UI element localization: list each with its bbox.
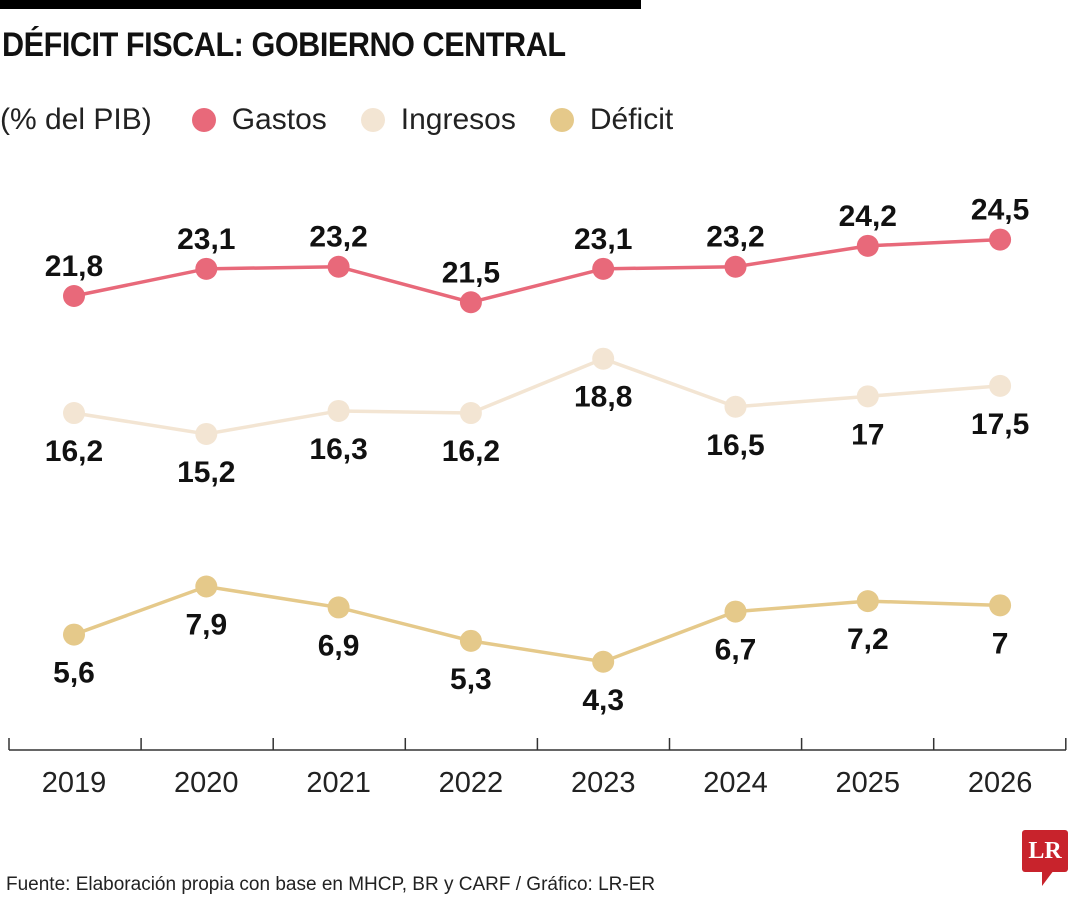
data-point	[195, 575, 218, 598]
data-point	[724, 255, 747, 278]
data-point	[592, 650, 615, 673]
data-label: 16,3	[309, 433, 367, 466]
data-label: 7,2	[847, 623, 889, 656]
x-tick-label: 2020	[174, 767, 239, 799]
chart-title: DÉFICIT FISCAL: GOBIERNO CENTRAL	[2, 26, 566, 64]
data-label: 18,8	[574, 381, 632, 414]
data-point	[459, 291, 482, 314]
data-point	[327, 399, 350, 422]
data-label: 6,7	[715, 634, 757, 667]
data-label: 6,9	[318, 629, 360, 662]
data-point	[592, 257, 615, 280]
unit-label: (% del PIB)	[0, 103, 152, 136]
data-point	[856, 590, 879, 613]
legend-label: Ingresos	[400, 103, 516, 136]
legend-dot	[360, 108, 385, 132]
legend-item-deficit: Déficit	[549, 103, 674, 137]
data-label: 5,3	[450, 663, 492, 696]
x-tick-label: 2022	[439, 767, 504, 799]
data-point	[63, 623, 85, 646]
data-label: 4,3	[582, 684, 624, 717]
data-point	[989, 374, 1012, 397]
data-label: 23,1	[177, 223, 235, 256]
data-point	[459, 629, 482, 652]
x-tick-label: 2021	[306, 767, 371, 799]
data-label: 16,2	[442, 435, 500, 468]
lr-logo: LR	[1022, 830, 1068, 886]
data-point	[856, 385, 879, 408]
data-label: 16,2	[45, 435, 103, 468]
legend-label: Déficit	[589, 103, 674, 136]
data-label: 15,2	[177, 456, 235, 489]
data-point	[63, 402, 85, 425]
data-label: 5,6	[53, 657, 95, 690]
data-label: 21,8	[45, 250, 103, 283]
data-label: 23,1	[574, 223, 632, 256]
legend-label: Gastos	[231, 103, 327, 136]
x-tick-label: 2019	[42, 767, 107, 799]
legend-dot	[549, 108, 574, 132]
data-label: 21,5	[442, 256, 500, 289]
data-point	[63, 285, 85, 307]
source-note: Fuente: Elaboración propia con base en M…	[6, 874, 656, 895]
data-label: 16,5	[706, 429, 764, 462]
data-point	[592, 347, 615, 370]
data-label: 17,5	[971, 408, 1029, 441]
legend-item-gastos: Gastos	[191, 103, 327, 137]
data-point	[195, 257, 218, 280]
data-label: 7	[992, 627, 1009, 660]
data-label: 24,2	[839, 200, 897, 233]
x-tick-label: 2024	[703, 767, 768, 799]
series-line-déficit	[73, 584, 1001, 664]
x-tick-label: 2023	[571, 767, 636, 799]
series-line-ingresos	[73, 356, 1001, 436]
data-point	[327, 596, 350, 619]
data-point	[327, 255, 350, 278]
data-point	[195, 422, 218, 445]
legend-dot	[191, 108, 216, 132]
x-tick-label: 2025	[836, 767, 901, 799]
data-point	[459, 402, 482, 425]
data-label: 17	[851, 418, 884, 451]
data-label: 7,9	[185, 609, 227, 642]
data-point	[989, 228, 1012, 251]
top-bar	[0, 0, 641, 9]
data-point	[724, 395, 747, 418]
data-label: 23,2	[706, 221, 764, 254]
data-point	[856, 234, 879, 257]
data-label: 24,5	[971, 194, 1029, 227]
legend-item-ingresos: Ingresos	[360, 103, 516, 137]
series-line-gastos	[73, 237, 1001, 305]
data-label: 23,2	[309, 221, 367, 254]
legend: (% del PIB) Gastos Ingresos Déficit	[0, 103, 707, 137]
x-tick-label: 2026	[968, 767, 1033, 799]
data-point	[724, 600, 747, 623]
data-point	[989, 594, 1012, 617]
